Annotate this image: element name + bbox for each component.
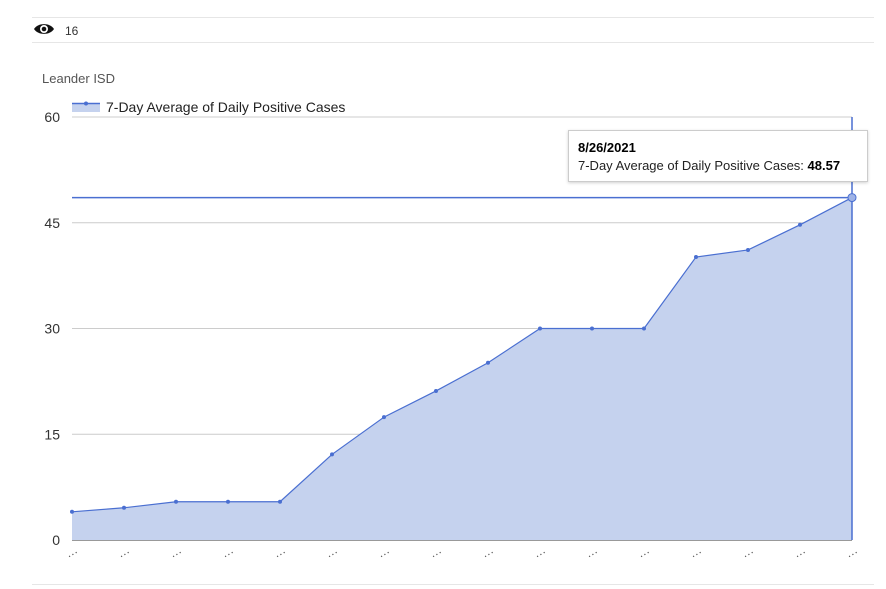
data-point [642,326,646,331]
x-tick-label: … [323,542,340,560]
chart-title: Leander ISD [42,71,115,86]
data-point [434,388,438,393]
tooltip: 8/26/2021 7-Day Average of Daily Positiv… [568,130,868,182]
data-point [278,499,282,504]
data-point [538,326,542,331]
tooltip-date: 8/26/2021 [578,140,636,155]
header-divider [32,42,874,43]
x-tick-label: … [63,542,80,560]
x-tick-label: … [115,542,132,560]
legend-label: 7-Day Average of Daily Positive Cases [106,99,346,115]
data-point [226,499,230,504]
y-tick-label: 60 [44,109,60,125]
tooltip-line: 7-Day Average of Daily Positive Cases: 4… [578,157,858,175]
tooltip-series-label: 7-Day Average of Daily Positive Cases: [578,158,808,173]
tooltip-value: 48.57 [807,158,841,173]
x-tick-label: … [427,542,444,560]
top-divider [32,17,874,18]
data-point [486,360,490,365]
data-point [590,326,594,331]
y-tick-label: 0 [52,532,60,548]
x-tick-label: … [635,542,652,560]
data-point [746,247,750,252]
view-counter: 16 [33,20,78,42]
x-tick-label: … [687,542,704,560]
legend: 7-Day Average of Daily Positive Cases [72,99,345,115]
x-tick-label: … [167,542,184,560]
eye-icon [33,22,55,41]
data-point [174,499,178,504]
data-point [847,193,857,203]
x-tick-label: … [739,542,756,560]
y-tick-label: 15 [44,426,60,442]
bottom-divider [32,584,874,585]
x-tick-label: … [271,542,288,560]
x-tick-label: … [583,542,600,560]
data-point [330,452,334,457]
data-point [798,222,802,227]
x-tick-label: … [843,542,860,560]
x-tick-label: … [791,542,808,560]
y-tick-label: 30 [44,321,60,337]
area-fill [72,197,852,541]
x-tick-label: … [531,542,548,560]
y-tick-label: 45 [44,215,60,231]
data-point [694,255,698,260]
x-tick-label: … [375,542,392,560]
view-count: 16 [65,24,79,38]
legend-swatch [72,101,100,112]
x-tick-label: … [219,542,236,560]
data-point [122,505,126,510]
data-point [70,509,74,514]
x-tick-label: … [479,542,496,560]
data-point [382,415,386,420]
series-line [71,197,853,513]
